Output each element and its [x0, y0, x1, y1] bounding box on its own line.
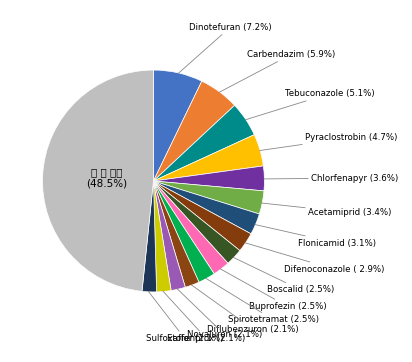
Wedge shape: [142, 181, 157, 292]
Wedge shape: [153, 181, 260, 234]
Text: Spirotetramat (2.5%): Spirotetramat (2.5%): [206, 278, 319, 324]
Text: Boscalid (2.5%): Boscalid (2.5%): [233, 257, 335, 295]
Text: Difenoconazole ( 2.9%): Difenoconazole ( 2.9%): [245, 243, 384, 274]
Text: Buprofezin (2.5%): Buprofezin (2.5%): [220, 269, 327, 311]
Wedge shape: [153, 181, 214, 282]
Text: Diflubenzuron (2.1%): Diflubenzuron (2.1%): [191, 285, 299, 334]
Text: Flonicamid (3.1%): Flonicamid (3.1%): [255, 224, 376, 248]
Text: 그 외 성분
(48.5%): 그 외 성분 (48.5%): [87, 167, 128, 189]
Wedge shape: [153, 181, 240, 263]
Wedge shape: [153, 181, 228, 274]
Text: Sulfoxaflor (2.1%): Sulfoxaflor (2.1%): [146, 291, 223, 343]
Text: Chlorfenapyr (3.6%): Chlorfenapyr (3.6%): [264, 173, 398, 182]
Text: Carbendazim (5.9%): Carbendazim (5.9%): [219, 50, 335, 92]
Wedge shape: [153, 81, 234, 181]
Wedge shape: [153, 181, 264, 214]
Wedge shape: [153, 135, 263, 181]
Wedge shape: [42, 70, 153, 291]
Wedge shape: [153, 70, 202, 181]
Wedge shape: [153, 181, 199, 287]
Text: Etofenprox (2.1%): Etofenprox (2.1%): [163, 291, 245, 342]
Wedge shape: [153, 181, 171, 292]
Text: Tebuconazole (5.1%): Tebuconazole (5.1%): [245, 89, 374, 120]
Text: Acetamiprid (3.4%): Acetamiprid (3.4%): [262, 203, 391, 217]
Wedge shape: [153, 166, 265, 191]
Wedge shape: [153, 181, 185, 291]
Wedge shape: [153, 105, 254, 181]
Text: Dinotefuran (7.2%): Dinotefuran (7.2%): [178, 23, 272, 73]
Wedge shape: [153, 181, 251, 251]
Text: Pyraclostrobin (4.7%): Pyraclostrobin (4.7%): [260, 133, 397, 151]
Text: Novaluron (2.1%): Novaluron (2.1%): [177, 289, 262, 340]
